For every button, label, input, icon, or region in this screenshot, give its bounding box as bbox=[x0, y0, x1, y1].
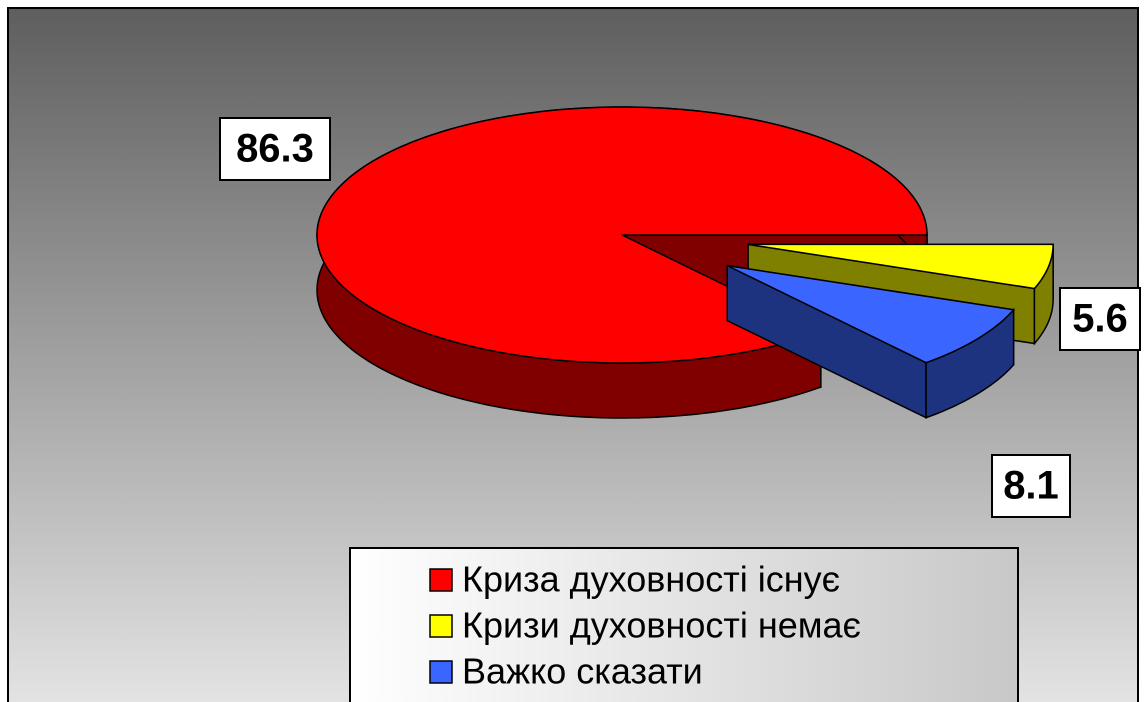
value-labels: 86.3 5.6 8.1 bbox=[219, 117, 1141, 518]
legend-label: Важко сказати bbox=[462, 651, 703, 692]
value-label: 86.3 bbox=[236, 127, 314, 171]
slice-top bbox=[316, 106, 928, 364]
legend bbox=[349, 547, 1019, 702]
pie bbox=[316, 106, 1054, 419]
value-label-box bbox=[1059, 287, 1141, 351]
legend-label: Кризи духовності немає bbox=[462, 605, 861, 646]
value-label-box bbox=[991, 454, 1071, 518]
value-label: 8.1 bbox=[1003, 464, 1059, 508]
legend-label: Криза духовності існує bbox=[462, 559, 840, 600]
slice bbox=[726, 264, 1016, 419]
legend-swatch bbox=[429, 660, 453, 684]
legend-swatch bbox=[429, 568, 453, 592]
legend-swatch bbox=[429, 614, 453, 638]
value-label: 5.6 bbox=[1072, 297, 1128, 341]
legend-entries: Криза духовності існує Кризи духовності н… bbox=[429, 559, 861, 692]
value-label-box bbox=[219, 117, 331, 181]
slice-top bbox=[748, 243, 1054, 290]
slice-top bbox=[726, 264, 1016, 364]
